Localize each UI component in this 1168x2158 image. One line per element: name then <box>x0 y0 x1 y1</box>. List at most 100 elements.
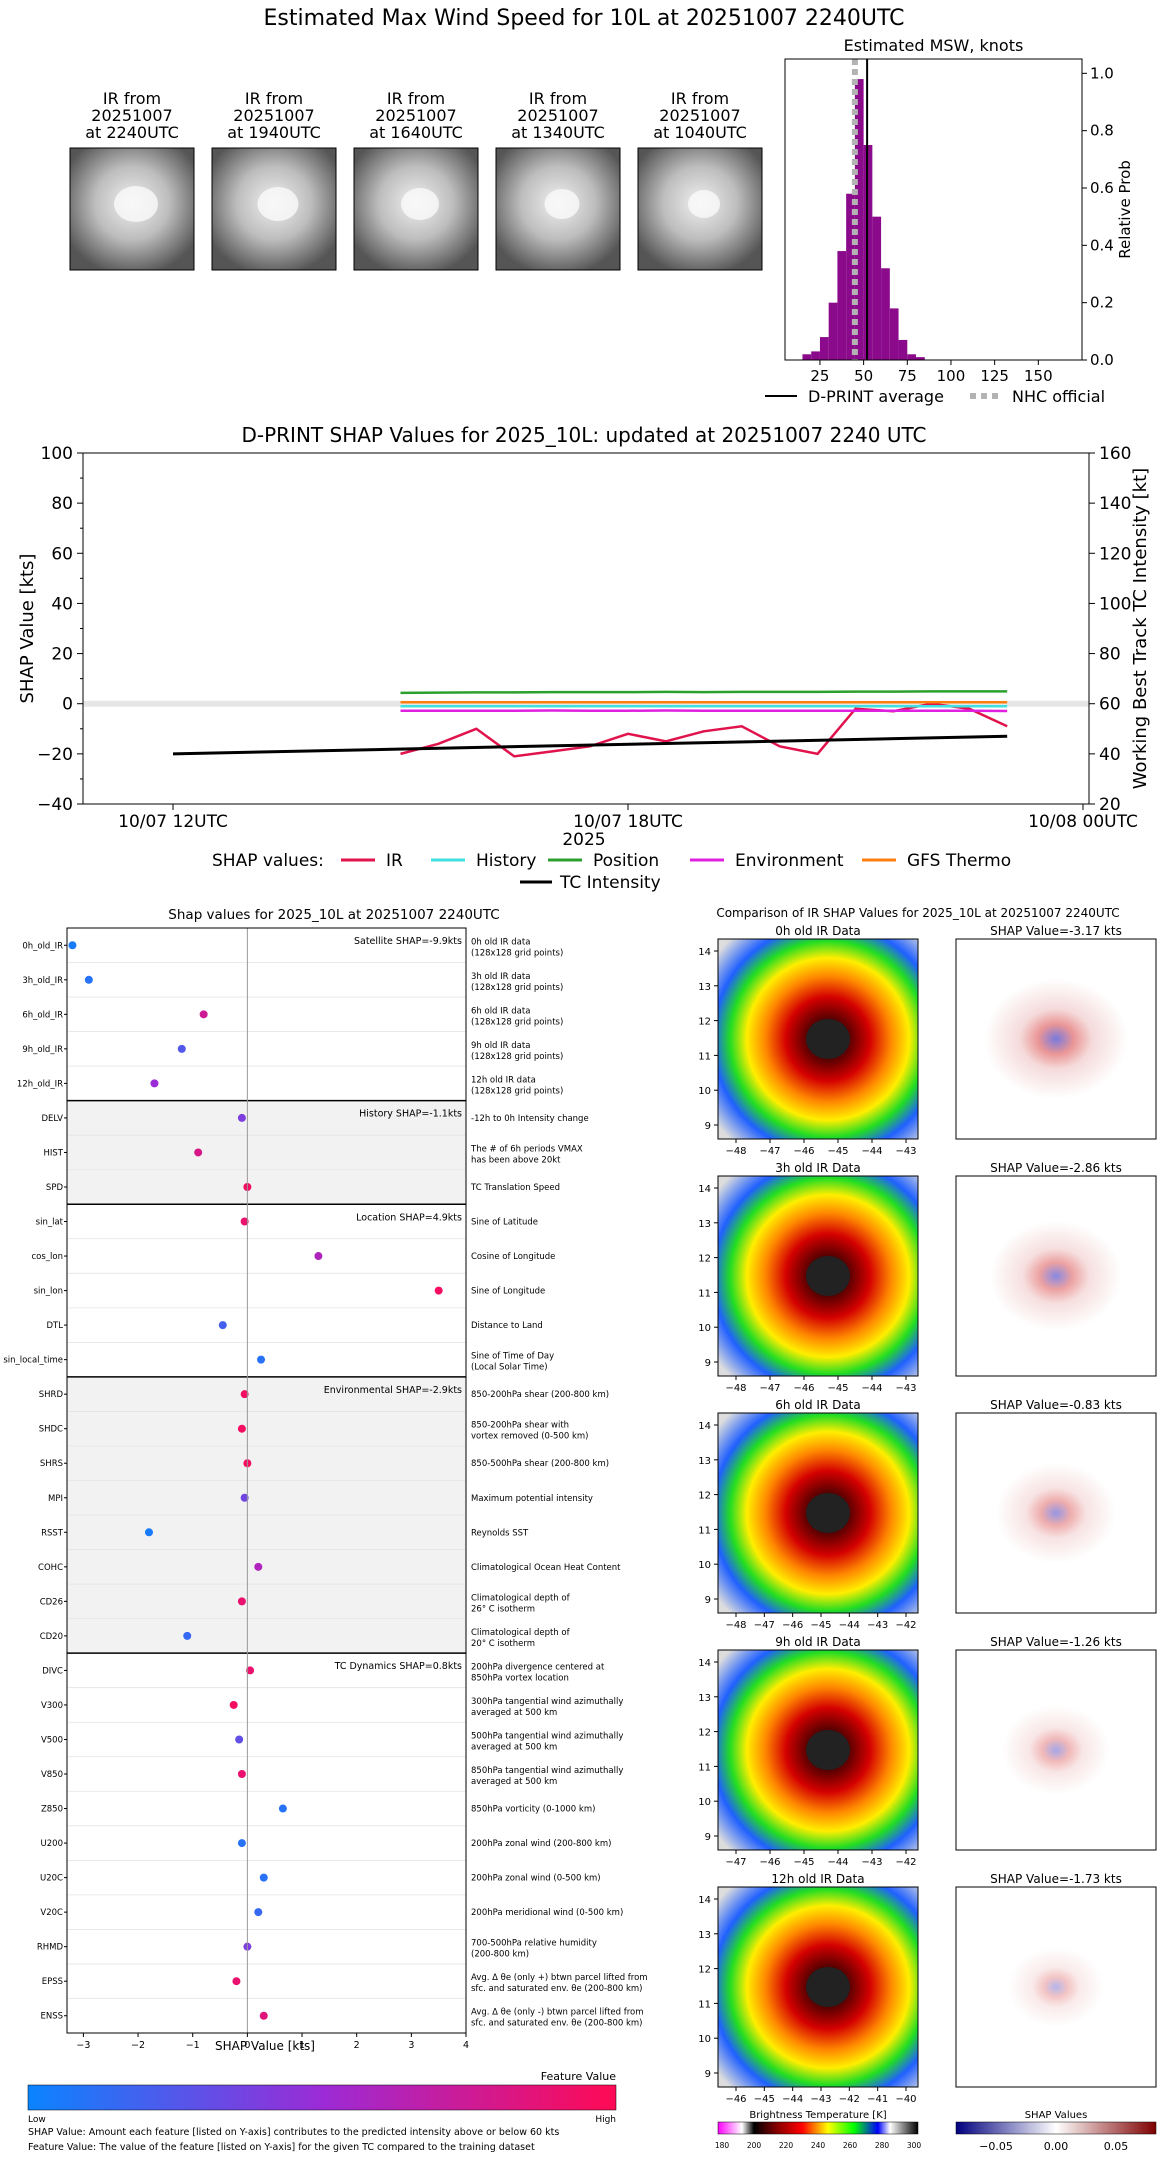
feature-description: 850hPa vorticity (0-1000 km) <box>471 1805 595 1815</box>
ir-x-tick-label: −43 <box>861 1857 882 1868</box>
timeseries-y2-tick-label: 40 <box>1099 745 1121 765</box>
tc-intensity-line <box>172 734 1008 756</box>
feature-name: U200 <box>41 1839 63 1849</box>
group-label: Satellite SHAP=-9.9kts <box>354 936 462 947</box>
ir-panel-title: 12h old IR Data <box>771 1872 864 1886</box>
histogram-y-label: Relative Prob <box>1116 160 1134 259</box>
feature-name: SHRS <box>40 1459 63 1469</box>
ir-y-tick-label: 13 <box>698 1930 711 1941</box>
timeseries-y-tick-label: 0 <box>62 695 73 715</box>
feature-description: 200hPa divergence centered at <box>471 1662 605 1672</box>
ir-y-tick-label: 13 <box>698 1219 711 1230</box>
histogram-x-tick-label: 50 <box>854 367 873 385</box>
thumbnail-caption-line: at 1940UTC <box>227 123 321 142</box>
ir-x-tick-label: −46 <box>759 1857 780 1868</box>
ir-x-tick-label: −44 <box>827 1857 848 1868</box>
ir-x-tick-label: −45 <box>827 1383 848 1394</box>
feature-description: -12h to 0h Intensity change <box>471 1114 589 1124</box>
ir-y-tick-label: 10 <box>698 1797 711 1808</box>
group-shade <box>67 1100 466 1205</box>
ir-x-tick-label: −47 <box>759 1146 780 1157</box>
ir-x-tick-label: −47 <box>754 1620 775 1631</box>
timeseries-x-tick-label: 10/07 18UTC <box>573 812 683 832</box>
histogram-y-tick-label: 0.6 <box>1090 179 1114 197</box>
shap-panel-title: SHAP Value=-2.86 kts <box>990 1161 1122 1175</box>
shap-panel-pattern <box>990 1221 1122 1331</box>
feature-name: sin_local_time <box>3 1356 63 1366</box>
ir-y-tick-label: 10 <box>698 2034 711 2045</box>
histogram-bar <box>819 337 829 360</box>
ir-x-tick-label: −45 <box>793 1857 814 1868</box>
feature-description: The # of 6h periods VMAX <box>470 1144 583 1154</box>
ir-colorbar-tick: 180 <box>715 2141 730 2150</box>
ir-y-tick-label: 11 <box>698 1051 711 1062</box>
series-line-environment <box>400 709 1008 713</box>
feature-description: Sine of Latitude <box>471 1218 538 1228</box>
feature-description: Climatological depth of <box>471 1593 571 1603</box>
ir-thumbnail-image <box>495 147 621 271</box>
ir-y-tick-label: 9 <box>705 1595 711 1606</box>
feature-shap-dot <box>150 1079 159 1088</box>
timeseries-y2-tick-label: 140 <box>1099 494 1131 514</box>
feature-name: CD26 <box>40 1597 63 1607</box>
shap-colorbar-tick: 0.00 <box>1044 2140 1069 2153</box>
timeseries-y-tick-label: 80 <box>51 494 73 514</box>
legend-label: History <box>476 851 536 871</box>
shap-panel-title: SHAP Value=-0.83 kts <box>990 1398 1122 1412</box>
timeseries-x-tick-label: 10/08 00UTC <box>1028 812 1138 832</box>
feature-x-tick-label: 1 <box>299 2040 305 2051</box>
timeseries-y2-tick-label: 120 <box>1099 544 1131 564</box>
shap-panel-pattern <box>984 979 1128 1099</box>
feature-description: (128x128 grid points) <box>471 1017 563 1027</box>
feature-name: DIVC <box>42 1666 63 1676</box>
feature-shap-dot <box>194 1148 203 1157</box>
timeseries-y-label: SHAP Value [kts] <box>17 554 38 704</box>
histogram-y-tick-label: 0.8 <box>1090 122 1114 140</box>
feature-shap-dot <box>246 1666 255 1675</box>
ir-y-tick-label: 12 <box>698 1491 711 1502</box>
ir-colorbar-label: Brightness Temperature [K] <box>749 2110 886 2121</box>
thumbnail-caption-line: at 1040UTC <box>653 123 747 142</box>
feature-description: averaged at 500 km <box>471 1777 557 1787</box>
feature-shap-dot <box>84 975 93 984</box>
feature-shap-dot <box>278 1804 287 1813</box>
group-label: TC Dynamics SHAP=0.8kts <box>334 1661 462 1672</box>
feature-description: 700-500hPa relative humidity <box>471 1939 597 1949</box>
ir-x-tick-label: −45 <box>827 1146 848 1157</box>
ir-y-tick-label: 12 <box>698 1017 711 1028</box>
shap-panel-title: SHAP Value=-3.17 kts <box>990 924 1122 938</box>
shap-panel-pattern <box>996 1463 1116 1563</box>
ir-y-tick-label: 11 <box>698 1525 711 1536</box>
ir-y-tick-label: 12 <box>698 1728 711 1739</box>
feature-name: CD20 <box>40 1632 63 1642</box>
feature-name: V500 <box>41 1735 63 1745</box>
ir-y-tick-label: 13 <box>698 1456 711 1467</box>
shap-colorbar-tick: −0.05 <box>979 2140 1013 2153</box>
legend-label: GFS Thermo <box>907 851 1011 871</box>
histogram-bar <box>854 79 864 361</box>
feature-description: (200-800 km) <box>471 1950 529 1960</box>
ir-panel-core <box>806 1967 850 2007</box>
ir-y-tick-label: 10 <box>698 1086 711 1097</box>
histogram-x-tick-label: 125 <box>980 367 1009 385</box>
feature-description: 200hPa zonal wind (200-800 km) <box>471 1839 611 1849</box>
ir-panel-title: 6h old IR Data <box>775 1398 861 1412</box>
ir-y-tick-label: 11 <box>698 1999 711 2010</box>
feature-x-tick-label: 3 <box>408 2040 414 2051</box>
feature-description: 850-200hPa shear (200-800 km) <box>471 1390 609 1400</box>
feature-shap-dot <box>177 1044 186 1053</box>
histogram-bar <box>811 351 820 360</box>
footnote-shap: SHAP Value: Amount each feature [listed … <box>28 2127 559 2138</box>
ir-shap-comparison: Comparison of IR SHAP Values for 2025_10… <box>698 906 1157 2153</box>
feature-shap-dot <box>254 1908 263 1917</box>
shap-colorbar <box>955 2121 1157 2135</box>
ir-y-tick-label: 9 <box>705 1832 711 1843</box>
feature-shap-dot <box>199 1010 208 1019</box>
feature-description: (Local Solar Time) <box>471 1363 548 1373</box>
ir-panel-core <box>806 1493 850 1533</box>
histogram-bar <box>802 354 812 360</box>
histogram-x-tick-label: 75 <box>898 367 917 385</box>
feature-shap-dot <box>254 1562 263 1571</box>
ir-panel-core <box>806 1730 850 1770</box>
